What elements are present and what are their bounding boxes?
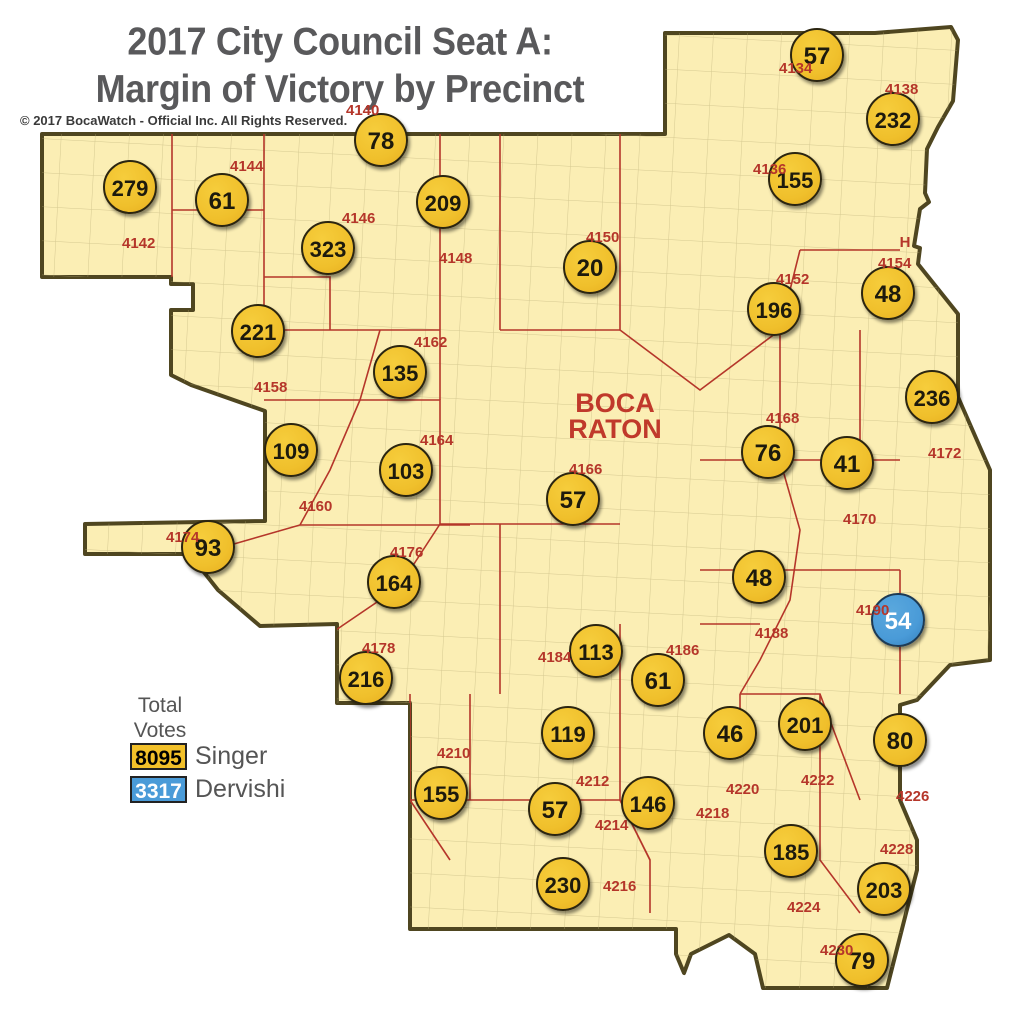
svg-text:H: H [900, 234, 911, 251]
svg-text:RATON: RATON [568, 414, 662, 444]
